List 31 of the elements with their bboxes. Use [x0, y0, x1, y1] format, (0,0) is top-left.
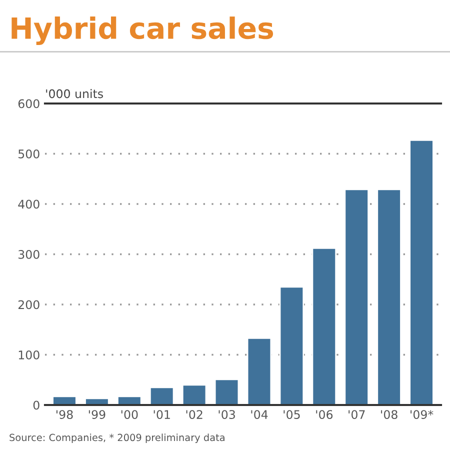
bar: [149, 386, 174, 405]
x-tick-label: '99: [88, 410, 106, 419]
y-tick-label: 0: [33, 400, 40, 410]
x-tick-label: '09*: [410, 410, 434, 419]
chart-title: Hybrid car sales: [12, 16, 274, 45]
x-tick-label: '08: [381, 410, 398, 419]
bar: [344, 188, 369, 405]
source-note: Source: Companies, * 2009 preliminary data: [10, 434, 224, 444]
bar: [246, 337, 272, 405]
x-tick-label: '04: [251, 410, 268, 419]
x-tick-label: '02: [186, 410, 202, 419]
y-axis-title: '000 units: [46, 89, 103, 98]
x-tick-label: '06: [316, 410, 333, 419]
y-tick-label: 600: [18, 99, 40, 108]
bar: [376, 188, 402, 405]
bar: [214, 378, 240, 405]
y-tick-label: 300: [18, 250, 40, 259]
y-tick-label: 400: [18, 200, 40, 209]
bar: [409, 139, 434, 405]
x-tick-label: '07: [348, 410, 365, 419]
x-tick-label: '01: [154, 410, 170, 419]
x-tick-label: '98: [56, 410, 73, 419]
x-tick-label: '05: [284, 410, 300, 419]
bar: [182, 384, 207, 405]
y-tick-label: 500: [18, 149, 40, 158]
y-tick-label: 100: [18, 350, 40, 360]
y-tick-label: 200: [18, 300, 40, 310]
x-tick-label: '00: [121, 410, 138, 419]
bar: [279, 286, 304, 405]
bar: [312, 248, 337, 405]
x-tick-label: '03: [218, 410, 235, 419]
